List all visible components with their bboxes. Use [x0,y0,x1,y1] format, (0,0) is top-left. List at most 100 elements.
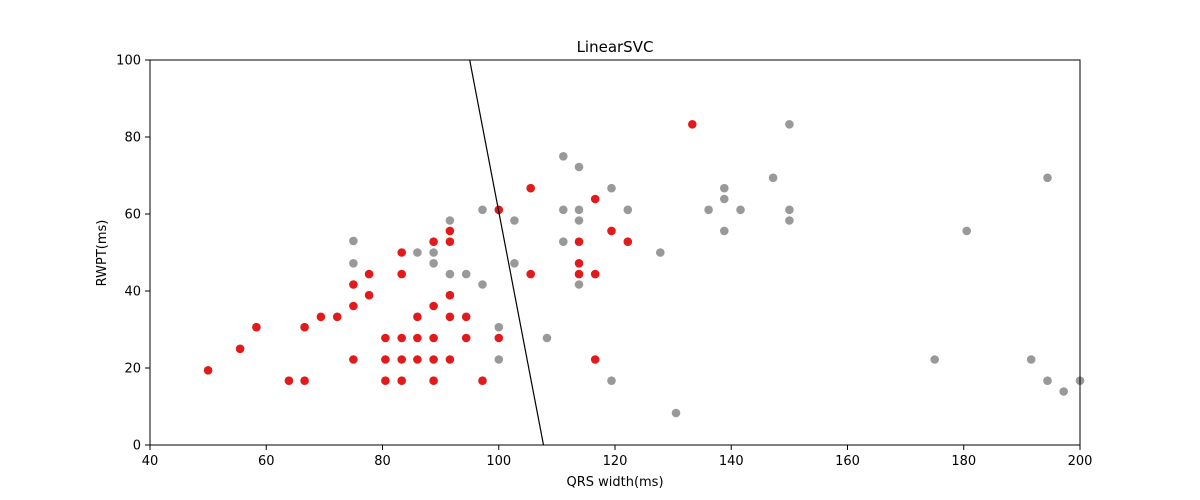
scatter-point [364,290,374,300]
scatter-point [542,333,552,343]
scatter-point [494,322,504,332]
scatter-point [704,205,713,215]
scatter-point [349,236,358,246]
scatter-point [413,333,422,343]
scatter-point [284,376,294,386]
scatter-point [768,173,778,183]
scatter-point [785,205,794,215]
scatter-point [445,216,455,225]
scatter-point [590,194,600,204]
x-tick-label: 60 [258,454,275,469]
scatter-point [445,290,455,300]
scatter-point [574,205,584,215]
scatter-point [1043,376,1052,386]
scatter-point [785,216,794,225]
scatter-point [478,280,487,289]
scatter-point [526,269,535,279]
scatter-point [574,237,584,246]
scatter-point [397,355,407,364]
x-tick-label: 180 [951,454,976,469]
scatter-point [381,333,390,343]
scatter-point [445,226,455,236]
scatter-point [720,183,729,193]
scatter-point [785,120,794,129]
scatter-point [381,376,390,386]
scatter-point [510,216,519,225]
scatter-point [349,259,358,268]
scatter-point [574,269,584,279]
scatter-point [930,355,939,364]
scatter-point [1043,173,1052,183]
scatter-point [381,355,390,364]
x-tick-label: 120 [603,454,628,469]
scatter-point [607,183,616,193]
scatter-point [736,205,745,215]
x-axis-label: QRS width(ms) [566,475,663,490]
scatter-point [349,301,358,311]
scatter-point [445,355,455,364]
scatter-point [574,259,584,268]
scatter-point [461,269,471,279]
scatter-point [349,280,358,289]
scatter-point [413,355,422,364]
scatter-point [559,205,568,215]
decision-boundary-line [469,59,545,446]
scatter-point [364,269,374,279]
plot-frame [149,59,1081,446]
scatter-point [316,312,326,322]
scatter-point [349,355,358,364]
y-tick-label: 0 [133,439,141,454]
scatter-point [526,183,535,193]
scatter-point [623,237,633,246]
scatter-point [1026,355,1036,364]
y-tick-label: 20 [124,362,141,377]
x-tick-label: 160 [835,454,860,469]
scatter-point [720,226,729,236]
scatter-point [607,226,616,236]
scatter-point [445,312,455,322]
scatter-point [397,333,407,343]
scatter-point [203,366,213,375]
scatter-point [574,162,584,172]
scatter-point [461,312,471,322]
x-tick-label: 80 [374,454,391,469]
x-axis: 40 60 80 100 120 140 160 180 200 [142,445,1093,469]
scatter-point [623,205,633,215]
y-tick-label: 100 [116,54,141,69]
scatter-point [300,376,309,386]
scatter-point [429,259,438,268]
scatter-point [332,312,342,322]
scatter-point [397,248,407,257]
scatter-point [559,152,568,161]
scatter-point [429,301,438,311]
scatter-point [688,120,697,129]
scatter-point [429,248,438,257]
y-tick-label: 80 [124,131,141,146]
chart-title: LinearSVC [577,38,654,56]
scatter-point [300,322,309,332]
scatter-point [413,312,422,322]
scatter-point [429,355,438,364]
scatter-point [656,248,665,257]
scatter-point [574,216,584,225]
y-tick-label: 60 [124,208,141,223]
scatter-point [445,237,455,246]
scatter-point [494,355,504,364]
x-tick-label: 200 [1068,454,1093,469]
y-axis: 0 20 40 60 80 100 [116,54,150,454]
scatter-point [720,194,729,204]
scatter-point [413,248,422,257]
scatter-point [445,269,455,279]
x-tick-label: 100 [486,454,511,469]
y-axis-label: RWPT(ms) [95,220,110,287]
scatter-point [559,237,568,246]
scatter-point [590,355,600,364]
scatter-point [235,344,245,354]
x-tick-label: 140 [719,454,744,469]
plot-area [203,59,1085,446]
x-tick-label: 40 [142,454,159,469]
scatter-point [962,226,971,236]
scatter-point [510,259,519,268]
scatter-point [671,408,681,418]
scatter-point [494,333,504,343]
